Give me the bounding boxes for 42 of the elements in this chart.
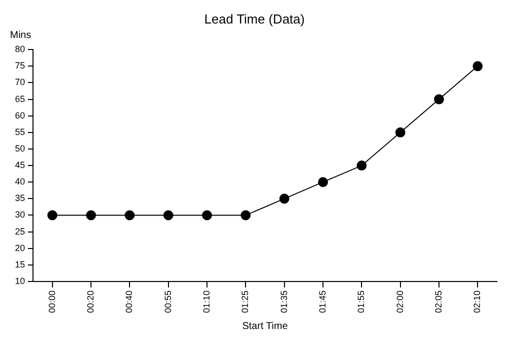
y-tick-label: 25 [14,226,26,236]
y-tick-label: 50 [14,143,26,154]
x-tick-label: 01:35 [278,290,289,314]
point [86,210,96,220]
x-tick-label: 01:55 [356,290,366,314]
point [472,61,483,72]
x-tick-label: 01:10 [201,290,212,314]
chart-title: Lead Time (Data) [204,11,305,26]
y-tick-label: 75 [14,60,26,71]
point [47,210,58,220]
y-tick-label: 30 [14,210,26,220]
y-tick-label: 10 [14,276,26,286]
point [279,194,290,204]
y-tick-label: 40 [14,176,26,187]
x-tick-label: 00:40 [124,290,134,314]
y-tick-label: 35 [14,193,26,204]
x-tick-label: 00:55 [162,290,173,314]
y-tick-label: 70 [14,77,26,88]
y-tick-label: 80 [14,44,26,54]
x-tick-label: 01:45 [317,290,328,314]
point [240,210,251,220]
point [124,210,135,220]
x-tick-label: 02:00 [394,290,405,314]
y-tick-label: 55 [14,126,26,137]
point [163,210,174,220]
x-tick-label: 02:05 [433,290,444,314]
y-axis-title: Mins [10,30,32,41]
x-tick-label: 02:10 [472,290,482,314]
y-tick-label: 65 [14,94,26,104]
x-tick-label: 00:00 [46,290,57,314]
y-tick-label: 15 [14,259,26,270]
x-tick-label: 00:20 [85,290,96,314]
point [356,160,367,171]
point [395,127,406,138]
point [318,177,328,188]
x-axis-title: Start Time [242,320,288,332]
y-tick-label: 60 [14,110,26,120]
point [434,94,444,104]
x-tick-label: 01:25 [240,290,250,314]
y-tick-label: 45 [14,160,26,170]
y-tick-label: 20 [14,242,26,253]
point [202,210,212,220]
